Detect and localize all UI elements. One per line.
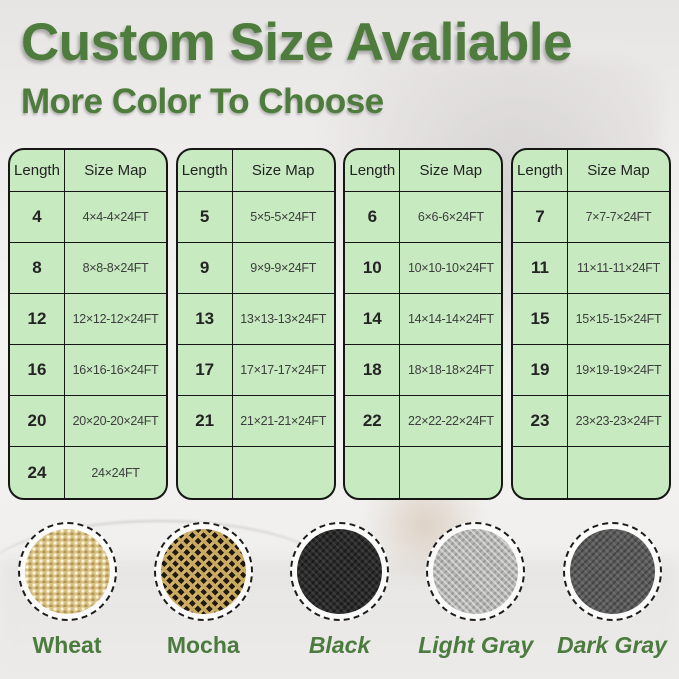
- size-map-cell: 17×17-17×24FT: [232, 345, 334, 396]
- swatch-label: Light Gray: [418, 632, 534, 658]
- size-map-cell: [400, 447, 501, 498]
- length-cell: 13: [177, 294, 233, 345]
- fabric-texture-image: [569, 529, 655, 614]
- size-map-cell: 13×13-13×24FT: [232, 294, 334, 345]
- fabric-texture-image: [24, 529, 110, 614]
- length-cell: [345, 447, 401, 498]
- column-header-length: Length: [345, 150, 401, 192]
- size-map-cell: 19×19-19×24FT: [567, 345, 669, 396]
- size-table-2: Length Size Map 5 5×5-5×24FT 9 9×9-9×24FT 13 13…: [175, 148, 336, 500]
- size-map-cell: 12×12-12×24FT: [65, 294, 166, 345]
- swatch-label: Dark Gray: [557, 632, 667, 658]
- length-cell: [513, 447, 568, 498]
- length-cell: 6: [345, 192, 401, 243]
- length-cell: 24: [10, 447, 65, 498]
- length-cell: 5: [177, 192, 233, 243]
- length-cell: 15: [512, 294, 568, 345]
- size-map-cell: 6×6-6×24FT: [400, 192, 502, 243]
- page-subtitle: More Color To Choose: [21, 82, 384, 121]
- fabric-texture-image: [160, 529, 246, 614]
- size-map-cell: 21×21-21×24FT: [232, 396, 334, 447]
- size-table-3: Length Size Map 6 6×6-6×24FT 10 10×10-10×24FT…: [343, 148, 504, 500]
- size-map-cell: [233, 447, 334, 498]
- size-map-cell: [568, 447, 669, 498]
- size-table-1: Length Size Map 4 4×4-4×24FT 8 8×8-8×24FT 12 12…: [8, 148, 168, 500]
- swatch-circle: [153, 522, 253, 621]
- column-header-length: Length: [512, 150, 568, 192]
- size-map-cell: 9×9-9×24FT: [232, 243, 334, 294]
- swatch-black: Black: [280, 522, 400, 659]
- size-table-4: Length Size Map 7 7×7-7×24FT 11 11×11-11×24FT…: [510, 148, 671, 500]
- length-cell: 8: [10, 243, 65, 294]
- color-swatches-row: Wheat Mocha Black Light Gray Dark Gray: [0, 522, 679, 659]
- size-map-cell: 5×5-5×24FT: [232, 192, 334, 243]
- swatch-label: Wheat: [32, 632, 102, 658]
- column-header-length: Length: [10, 150, 65, 192]
- size-map-cell: 20×20-20×24FT: [65, 396, 166, 447]
- size-map-cell: 11×11-11×24FT: [567, 243, 669, 294]
- size-map-cell: 15×15-15×24FT: [567, 294, 669, 345]
- column-header-sizemap: Size Map: [567, 150, 669, 192]
- size-map-cell: 22×22-22×24FT: [400, 396, 502, 447]
- size-map-cell: 14×14-14×24FT: [400, 294, 502, 345]
- swatch-light-gray: Light Gray: [416, 522, 536, 659]
- size-map-cell: 8×8-8×24FT: [65, 243, 166, 294]
- length-cell: 22: [345, 396, 401, 447]
- size-map-cell: 10×10-10×24FT: [400, 243, 502, 294]
- swatch-mocha: Mocha: [143, 522, 263, 659]
- swatch-circle: [290, 522, 389, 621]
- column-header-sizemap: Size Map: [65, 150, 166, 192]
- length-cell: 10: [345, 243, 401, 294]
- swatch-label: Black: [308, 632, 371, 658]
- length-cell: 23: [512, 396, 568, 447]
- column-header-sizemap: Size Map: [400, 150, 502, 192]
- size-map-cell: 23×23-23×24FT: [567, 396, 669, 447]
- column-header-sizemap: Size Map: [232, 150, 334, 192]
- size-map-cell: 4×4-4×24FT: [65, 192, 166, 243]
- swatch-dark-gray: Dark Gray: [552, 522, 672, 659]
- length-cell: 12: [10, 294, 65, 345]
- size-map-cell: 7×7-7×24FT: [567, 192, 669, 243]
- length-cell: 9: [177, 243, 233, 294]
- size-tables-container: Length Size Map 4 4×4-4×24FT 8 8×8-8×24FT 12 12…: [8, 148, 671, 500]
- swatch-circle: [562, 522, 662, 621]
- swatch-circle: [17, 522, 117, 621]
- fabric-texture-image: [297, 529, 382, 614]
- length-cell: 18: [345, 345, 401, 396]
- size-map-cell: 16×16-16×24FT: [65, 345, 166, 396]
- column-header-length: Length: [177, 150, 233, 192]
- length-cell: 14: [345, 294, 401, 345]
- length-cell: [178, 447, 233, 498]
- length-cell: 17: [177, 345, 233, 396]
- length-cell: 19: [512, 345, 568, 396]
- length-cell: 16: [10, 345, 65, 396]
- page-title: Custom Size Avaliable: [21, 13, 573, 72]
- length-cell: 20: [10, 396, 65, 447]
- size-map-cell: 24×24FT: [91, 465, 140, 480]
- swatch-label: Mocha: [166, 632, 240, 658]
- size-map-cell: 18×18-18×24FT: [400, 345, 502, 396]
- length-cell: 4: [10, 192, 65, 243]
- swatch-wheat: Wheat: [7, 522, 127, 659]
- length-cell: 21: [177, 396, 233, 447]
- swatch-circle: [426, 522, 526, 621]
- length-cell: 7: [512, 192, 568, 243]
- length-cell: 11: [512, 243, 568, 294]
- fabric-texture-image: [433, 529, 519, 614]
